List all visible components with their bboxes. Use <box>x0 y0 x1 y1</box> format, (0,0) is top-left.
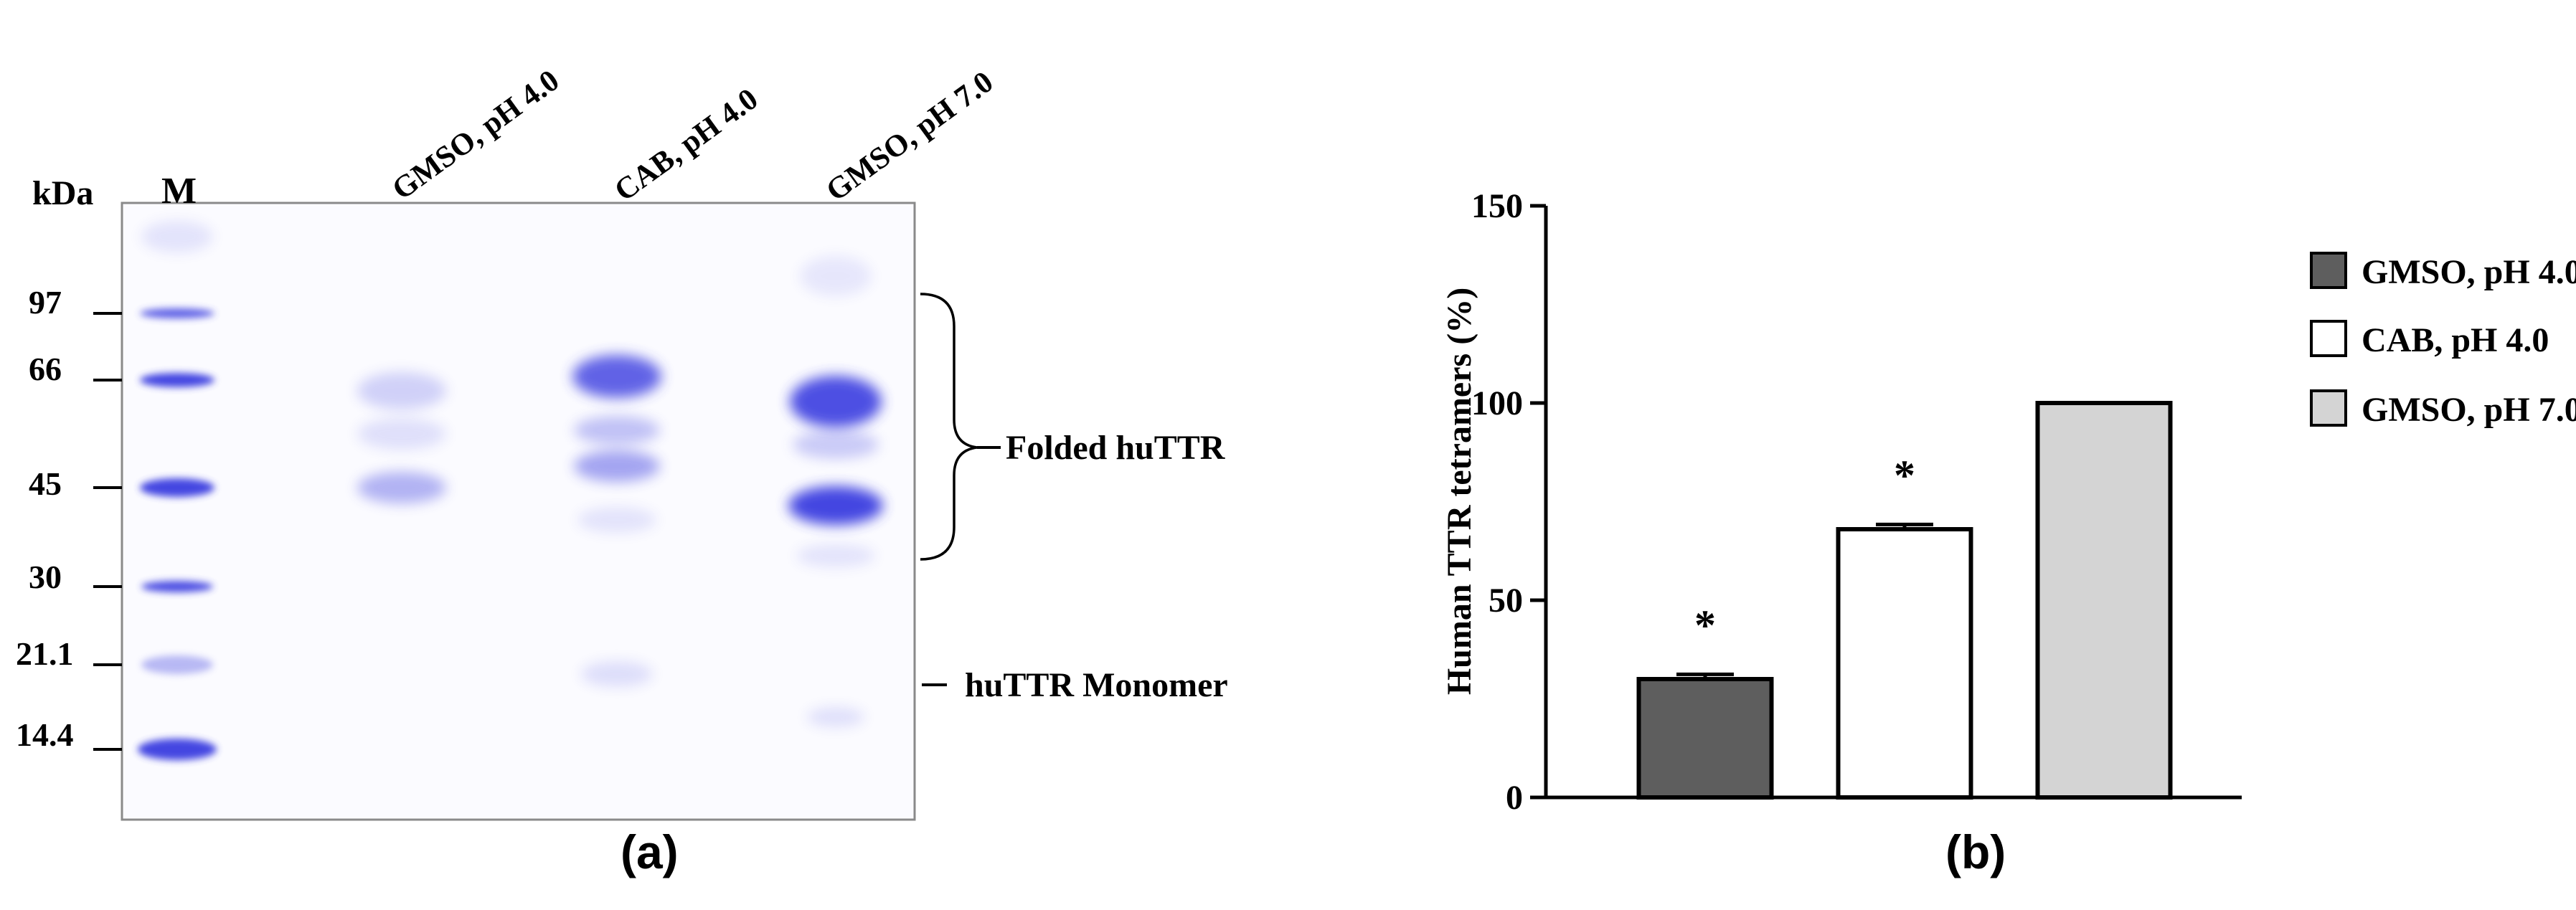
legend-label: GMSO, pH 7.0 <box>2362 391 2576 429</box>
lane-label-gmso-ph4: GMSO, pH 4.0 <box>386 64 565 207</box>
lane3-band-middle <box>793 430 879 459</box>
lane3-band-faint <box>796 544 875 567</box>
legend: GMSO, pH 4.0 CAB, pH 4.0 GMSO, pH 7.0 <box>2310 252 2576 429</box>
y-tick-label: 100 <box>1471 384 1523 422</box>
huttr-monomer-label: huTTR Monomer <box>965 666 1228 704</box>
lane1-band-upper <box>357 372 446 409</box>
mw-label-21-1: 21.1 <box>16 635 74 672</box>
panel-b-caption: (b) <box>1945 825 2006 878</box>
gel-frame <box>121 202 916 821</box>
marker-band-66 <box>140 373 214 387</box>
lane2-band-monomer <box>581 661 653 687</box>
lane3-band-lower <box>788 486 883 525</box>
lane3-band-monomer <box>807 707 864 727</box>
mw-ladder-labels: 97 66 45 30 21.1 14.4 <box>16 284 122 753</box>
folded-bracket <box>920 293 978 561</box>
kda-label: kDa <box>32 174 93 212</box>
marker-band-30 <box>141 581 213 592</box>
lane3-band-top-faint <box>800 256 872 296</box>
bars: ** <box>1636 401 2173 800</box>
lane-label-cab-ph4: CAB, pH 4.0 <box>608 82 764 208</box>
marker-lane-label: M <box>161 171 197 212</box>
marker-band-21-1 <box>141 655 213 674</box>
legend-swatch <box>2310 320 2347 357</box>
legend-label: CAB, pH 4.0 <box>2362 321 2549 359</box>
marker-band-14-4 <box>138 739 217 760</box>
mw-label-66: 66 <box>29 351 62 387</box>
marker-band-faint <box>141 221 213 252</box>
significance-marker: * <box>1694 602 1716 649</box>
panel-a-caption: (a) <box>621 825 679 878</box>
marker-band-97 <box>140 308 214 318</box>
mw-label-45: 45 <box>29 465 62 502</box>
lane2-band-middle <box>574 416 660 445</box>
lane2-band-upper <box>572 355 661 398</box>
lane2-band-faint <box>577 507 656 533</box>
lane1-band-lower <box>357 472 446 503</box>
mw-label-14-4: 14.4 <box>16 716 74 753</box>
marker-band-45 <box>140 478 214 497</box>
lane1-band-middle <box>357 418 446 450</box>
y-tick-label: 0 <box>1506 779 1523 817</box>
lane2-band-lower <box>574 450 660 482</box>
legend-swatch <box>2310 389 2347 427</box>
y-tick-label: 50 <box>1488 582 1523 620</box>
legend-label: GMSO, pH 4.0 <box>2362 253 2576 291</box>
bar <box>1836 527 1973 800</box>
panel-a-gel: kDa M GMSO, pH 4.0 CAB, pH 4.0 GMSO, pH … <box>16 64 1228 821</box>
lane3-band-upper <box>790 376 882 427</box>
mw-label-97: 97 <box>29 284 62 321</box>
bar <box>2035 401 2173 800</box>
gel-bands <box>138 221 883 760</box>
significance-marker: * <box>1894 452 1915 499</box>
y-axis-label: Human TTR tetramers (%) <box>1440 288 1478 695</box>
lane-label-gmso-ph7: GMSO, pH 7.0 <box>820 65 999 209</box>
y-tick-label: 150 <box>1471 187 1523 225</box>
legend-swatch <box>2310 252 2347 289</box>
folded-huttr-label: Folded huTTR <box>1006 429 1226 467</box>
bar <box>1636 677 1774 800</box>
mw-label-30: 30 <box>29 559 62 595</box>
